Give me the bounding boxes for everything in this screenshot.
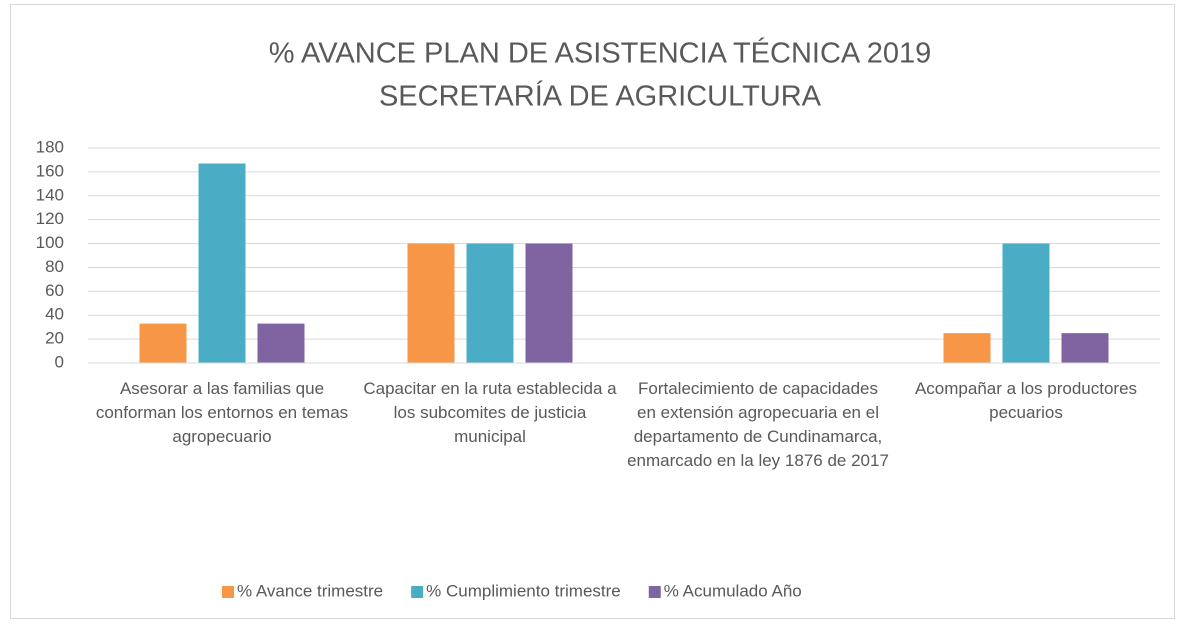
x-tick-label: Capacitar en la ruta establecida a los su…: [363, 379, 617, 446]
bar: [1061, 333, 1109, 363]
x-tick-label: Fortalecimiento de capacidades en extensi…: [627, 379, 889, 470]
legend-label: % Cumplimiento trimestre: [426, 581, 621, 600]
y-tick-label: 180: [36, 137, 64, 156]
legend-label: % Acumulado Año: [664, 581, 802, 600]
bar: [257, 323, 305, 363]
chart-title: % AVANCE PLAN DE ASISTENCIA TÉCNICA 2019: [269, 37, 931, 70]
y-tick-label: 160: [36, 161, 64, 180]
y-tick-label: 120: [36, 209, 64, 228]
bar: [1002, 243, 1050, 363]
y-tick-label: 20: [45, 329, 64, 348]
legend-swatch: [648, 586, 661, 598]
bar: [139, 323, 187, 363]
y-tick-label: 40: [45, 305, 64, 324]
y-tick-label: 100: [36, 233, 64, 252]
bar: [407, 243, 455, 363]
legend-swatch: [411, 586, 424, 598]
legend-swatch: [222, 586, 234, 598]
y-tick-label: 140: [36, 185, 64, 204]
y-tick-label: 80: [45, 257, 64, 276]
y-tick-label: 60: [45, 281, 64, 300]
bar: [198, 163, 246, 363]
x-tick-label: Acompañar a los productores pecuarios: [915, 379, 1137, 422]
y-tick-label: 0: [55, 352, 64, 371]
bar: [525, 243, 573, 363]
bar: [943, 333, 991, 363]
x-tick-label: Asesorar a las familias que conforman los…: [96, 379, 348, 446]
legend-label: % Avance trimestre: [237, 581, 383, 600]
chart-title: SECRETARÍA DE AGRICULTURA: [379, 80, 822, 113]
bar: [466, 243, 514, 363]
